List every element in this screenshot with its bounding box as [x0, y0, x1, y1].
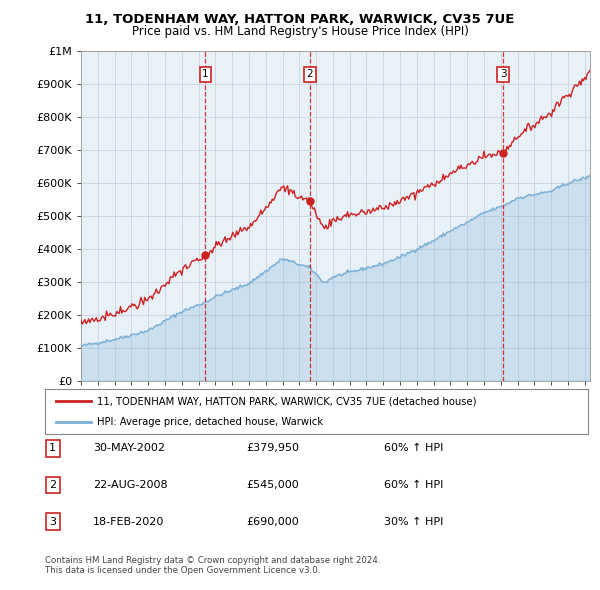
Text: 2: 2	[307, 70, 313, 80]
Text: 60% ↑ HPI: 60% ↑ HPI	[384, 480, 443, 490]
Text: £690,000: £690,000	[246, 517, 299, 526]
Text: 22-AUG-2008: 22-AUG-2008	[93, 480, 167, 490]
Text: 30-MAY-2002: 30-MAY-2002	[93, 444, 165, 453]
Text: Price paid vs. HM Land Registry's House Price Index (HPI): Price paid vs. HM Land Registry's House …	[131, 25, 469, 38]
Text: 30% ↑ HPI: 30% ↑ HPI	[384, 517, 443, 526]
Text: 1: 1	[202, 70, 209, 80]
Text: 11, TODENHAM WAY, HATTON PARK, WARWICK, CV35 7UE: 11, TODENHAM WAY, HATTON PARK, WARWICK, …	[85, 13, 515, 26]
Text: 3: 3	[49, 517, 56, 526]
Text: 18-FEB-2020: 18-FEB-2020	[93, 517, 164, 526]
Text: £545,000: £545,000	[246, 480, 299, 490]
Text: 2: 2	[49, 480, 56, 490]
Text: 3: 3	[500, 70, 506, 80]
Text: £379,950: £379,950	[246, 444, 299, 453]
Text: 1: 1	[49, 444, 56, 453]
Text: 11, TODENHAM WAY, HATTON PARK, WARWICK, CV35 7UE (detached house): 11, TODENHAM WAY, HATTON PARK, WARWICK, …	[97, 396, 476, 407]
Text: 60% ↑ HPI: 60% ↑ HPI	[384, 444, 443, 453]
Text: HPI: Average price, detached house, Warwick: HPI: Average price, detached house, Warw…	[97, 417, 323, 427]
Text: Contains HM Land Registry data © Crown copyright and database right 2024.
This d: Contains HM Land Registry data © Crown c…	[45, 556, 380, 575]
